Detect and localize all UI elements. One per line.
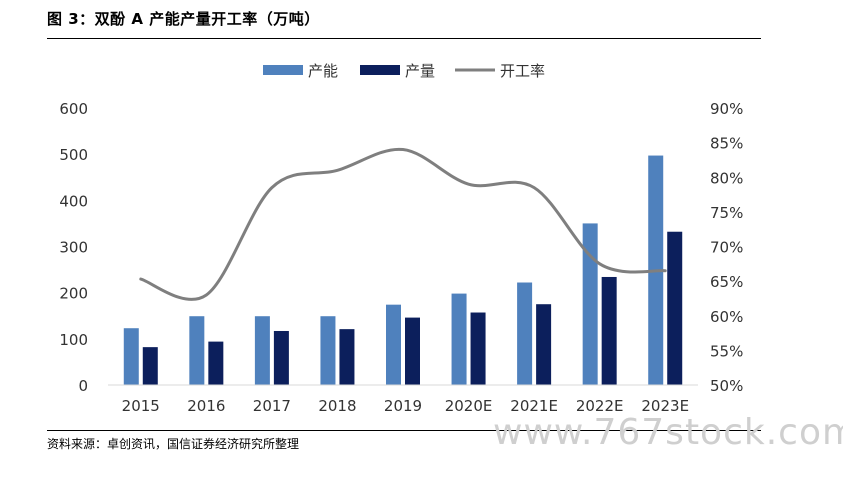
x-axis-tick-label: 2018 (318, 397, 356, 415)
bar-output (667, 231, 683, 385)
bar-line-chart: 产能 产量 开工率 0 100 200 300 400 500 600 50% 55% 60% 65%… (59, 62, 743, 415)
bar-output (405, 317, 420, 385)
bar-output (470, 312, 486, 385)
right-axis-tick-label: 75% (710, 204, 743, 222)
bar-output (536, 304, 552, 385)
right-axis-tick-label: 80% (710, 169, 743, 187)
x-axis-tick-label: 2019 (384, 397, 422, 415)
legend-label: 产能 (308, 62, 338, 80)
source-note: 资料来源：卓创资讯，国信证券经济研究所整理 (47, 437, 300, 451)
x-axis-tick-label: 2020E (445, 397, 493, 415)
left-axis-tick-label: 100 (59, 331, 88, 349)
bar-output (142, 347, 158, 385)
x-axis-tick-label: 2023E (641, 397, 689, 415)
x-axis-tick-label: 2022E (576, 397, 624, 415)
bar-output (273, 330, 289, 385)
legend-label: 产量 (405, 62, 435, 80)
right-axis-tick-label: 90% (710, 100, 743, 118)
x-axis-tick-label: 2015 (122, 397, 160, 415)
right-y-axis: 50% 55% 60% 65% 70% 75% 80% 85% 90% (710, 100, 743, 395)
title-divider (47, 38, 761, 39)
line-series (139, 147, 667, 301)
right-axis-tick-label: 65% (710, 273, 743, 291)
chart-legend: 产能 产量 开工率 (263, 62, 545, 80)
bar-capacity (189, 316, 205, 385)
figure-title: 图 3：双酚 A 产能产量开工率（万吨） (47, 10, 320, 28)
bar-capacity (123, 328, 139, 385)
bar-capacity (320, 316, 336, 385)
right-axis-tick-label: 50% (710, 377, 743, 395)
left-axis-tick-label: 300 (59, 239, 88, 257)
legend-swatch (263, 65, 303, 75)
source-divider (47, 430, 761, 431)
legend-label: 开工率 (500, 62, 545, 80)
right-axis-tick-label: 85% (710, 135, 743, 153)
bar-series (123, 155, 683, 385)
left-axis-tick-label: 200 (59, 285, 88, 303)
right-axis-tick-label: 70% (710, 239, 743, 257)
bar-capacity (582, 223, 598, 385)
watermark: www.767stock.com (493, 412, 843, 453)
bar-capacity (386, 304, 401, 385)
right-axis-tick-label: 60% (710, 308, 743, 326)
left-axis-tick-label: 400 (59, 192, 88, 210)
left-axis-tick-label: 500 (59, 146, 88, 164)
bar-capacity (451, 293, 467, 385)
left-y-axis: 0 100 200 300 400 500 600 (59, 100, 88, 395)
legend-swatch (360, 65, 400, 75)
line-utilization-rate (139, 147, 667, 301)
left-axis-tick-label: 0 (78, 377, 88, 395)
bar-capacity (517, 282, 533, 385)
bar-output (339, 329, 355, 385)
bar-output (208, 341, 224, 385)
right-axis-tick-label: 55% (710, 342, 743, 360)
left-axis-tick-label: 600 (59, 100, 88, 118)
x-axis-tick-label: 2016 (187, 397, 225, 415)
bar-capacity (254, 316, 270, 385)
x-axis: 2015 2016 2017 2018 2019 2020E 2021E 2022E 2023E (122, 397, 689, 415)
bar-output (601, 276, 617, 385)
x-axis-tick-label: 2017 (253, 397, 291, 415)
x-axis-tick-label: 2021E (510, 397, 558, 415)
